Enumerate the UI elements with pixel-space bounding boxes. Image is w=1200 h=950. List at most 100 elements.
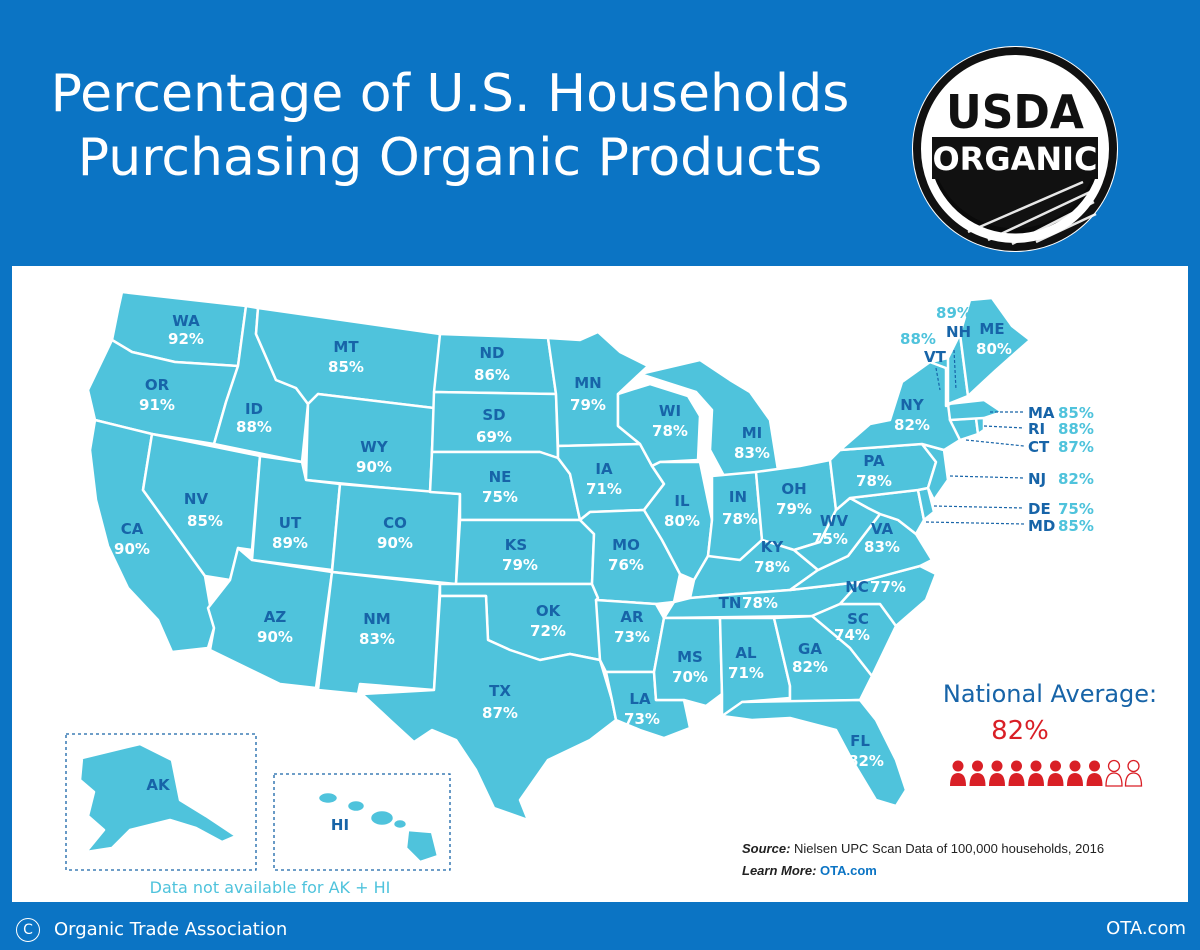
- label-wy: WY: [360, 438, 389, 456]
- label-ak: AK: [146, 776, 171, 794]
- learn-more-label: Learn More:: [742, 863, 817, 878]
- value-wa: 92%: [168, 330, 204, 348]
- label-wa: WA: [172, 312, 200, 330]
- label-sd: SD: [482, 406, 505, 424]
- label-de: DE: [1028, 500, 1051, 518]
- value-az: 90%: [257, 628, 293, 646]
- learn-more-link[interactable]: OTA.com: [820, 863, 877, 878]
- value-va: 83%: [864, 538, 900, 556]
- person-icon: [1028, 760, 1044, 786]
- northeast-callouts: 88% VT 89% NH MA 85% RI 88% CT 87% NJ 82…: [900, 304, 1094, 535]
- value-co: 90%: [377, 534, 413, 552]
- label-in: IN: [729, 488, 747, 506]
- value-il: 80%: [664, 512, 700, 530]
- person-icon: [1105, 759, 1123, 787]
- label-ks: KS: [505, 536, 527, 554]
- map-panel: WA 92% OR 91% CA 90% ID 88% NV 85% MT 85…: [12, 266, 1188, 902]
- label-pa: PA: [863, 452, 885, 470]
- national-average-label: National Average:: [942, 680, 1158, 708]
- value-md: 85%: [1058, 517, 1094, 535]
- national-average-value: 82%: [991, 716, 1049, 746]
- people-icons: [950, 759, 1143, 787]
- label-tx: TX: [489, 682, 511, 700]
- label-hi: HI: [331, 816, 349, 834]
- leader-lines: [925, 349, 1025, 525]
- value-id: 88%: [236, 418, 272, 436]
- value-wi: 78%: [652, 422, 688, 440]
- label-nj: NJ: [1028, 470, 1046, 488]
- label-ct: CT: [1028, 438, 1050, 456]
- title-line-1: Percentage of U.S. Households: [50, 64, 850, 124]
- value-ca: 90%: [114, 540, 150, 558]
- label-tn: TN: [719, 594, 742, 612]
- us-map: WA 92% OR 91% CA 90% ID 88% NV 85% MT 85…: [65, 290, 1094, 871]
- label-il: IL: [674, 492, 690, 510]
- inset-data-note: Data not available for AK + HI: [149, 878, 391, 897]
- state-shapes: [86, 290, 1032, 822]
- label-nd: ND: [479, 344, 504, 362]
- label-ne: NE: [489, 468, 512, 486]
- value-vt: 88%: [900, 330, 936, 348]
- label-ut: UT: [279, 514, 302, 532]
- value-ny: 82%: [894, 416, 930, 434]
- label-ca: CA: [121, 520, 144, 538]
- label-ok: OK: [536, 602, 562, 620]
- value-wv: 75%: [812, 530, 848, 548]
- title-line-2: Purchasing Organic Products: [77, 128, 823, 188]
- learn-more-note: Learn More: OTA.com: [742, 863, 877, 878]
- page-title: Percentage of U.S. Households Purchasing…: [0, 62, 900, 190]
- value-ms: 70%: [672, 668, 708, 686]
- person-icon: [969, 760, 986, 786]
- seal-bottom-text: ORGANIC: [932, 140, 1097, 178]
- value-ky: 78%: [754, 558, 790, 576]
- label-mt: MT: [333, 338, 359, 356]
- value-mo: 76%: [608, 556, 644, 574]
- value-pa: 78%: [856, 472, 892, 490]
- label-nh: NH: [946, 323, 971, 341]
- label-la: LA: [629, 690, 651, 708]
- value-ct: 87%: [1058, 438, 1094, 456]
- state-fl: [720, 698, 908, 808]
- label-oh: OH: [781, 480, 806, 498]
- label-ga: GA: [798, 640, 822, 658]
- footer-site[interactable]: OTA.com: [1106, 918, 1186, 939]
- footer-left: C Organic Trade Association: [16, 918, 287, 942]
- value-tx: 87%: [482, 704, 518, 722]
- label-or: OR: [145, 376, 170, 394]
- label-va: VA: [871, 520, 894, 538]
- value-ma: 85%: [1058, 404, 1094, 422]
- usda-organic-seal-icon: USDA ORGANIC: [912, 46, 1118, 252]
- label-ia: IA: [595, 460, 613, 478]
- value-ga: 82%: [792, 658, 828, 676]
- label-nv: NV: [184, 490, 209, 508]
- source-note: Source: Nielsen UPC Scan Data of 100,000…: [742, 841, 1104, 856]
- value-ks: 79%: [502, 556, 538, 574]
- person-icon: [1067, 760, 1083, 786]
- person-icon: [989, 760, 1005, 786]
- state-tx: [360, 594, 618, 822]
- value-ut: 89%: [272, 534, 308, 552]
- value-nj: 82%: [1058, 470, 1094, 488]
- state-ri: [974, 416, 986, 436]
- seal-top-text: USDA: [946, 85, 1084, 139]
- value-nd: 86%: [474, 366, 510, 384]
- state-hi: [316, 790, 440, 864]
- label-co: CO: [383, 514, 407, 532]
- state-labels: WA 92% OR 91% CA 90% ID 88% NV 85% MT 85…: [114, 312, 1012, 770]
- value-ia: 71%: [586, 480, 622, 498]
- label-vt: VT: [924, 348, 947, 366]
- label-md: MD: [1028, 517, 1055, 535]
- value-mt: 85%: [328, 358, 364, 376]
- footer-org: Organic Trade Association: [54, 919, 288, 940]
- value-me: 80%: [976, 340, 1012, 358]
- label-ar: AR: [620, 608, 644, 626]
- person-icon: [1008, 760, 1025, 786]
- hawaii-inset: [273, 773, 451, 871]
- label-mo: MO: [612, 536, 640, 554]
- label-ma: MA: [1028, 404, 1055, 422]
- label-me: ME: [979, 320, 1004, 338]
- state-me: [958, 296, 1032, 398]
- state-mo: [578, 508, 682, 606]
- value-nh: 89%: [936, 304, 972, 322]
- value-ar: 73%: [614, 628, 650, 646]
